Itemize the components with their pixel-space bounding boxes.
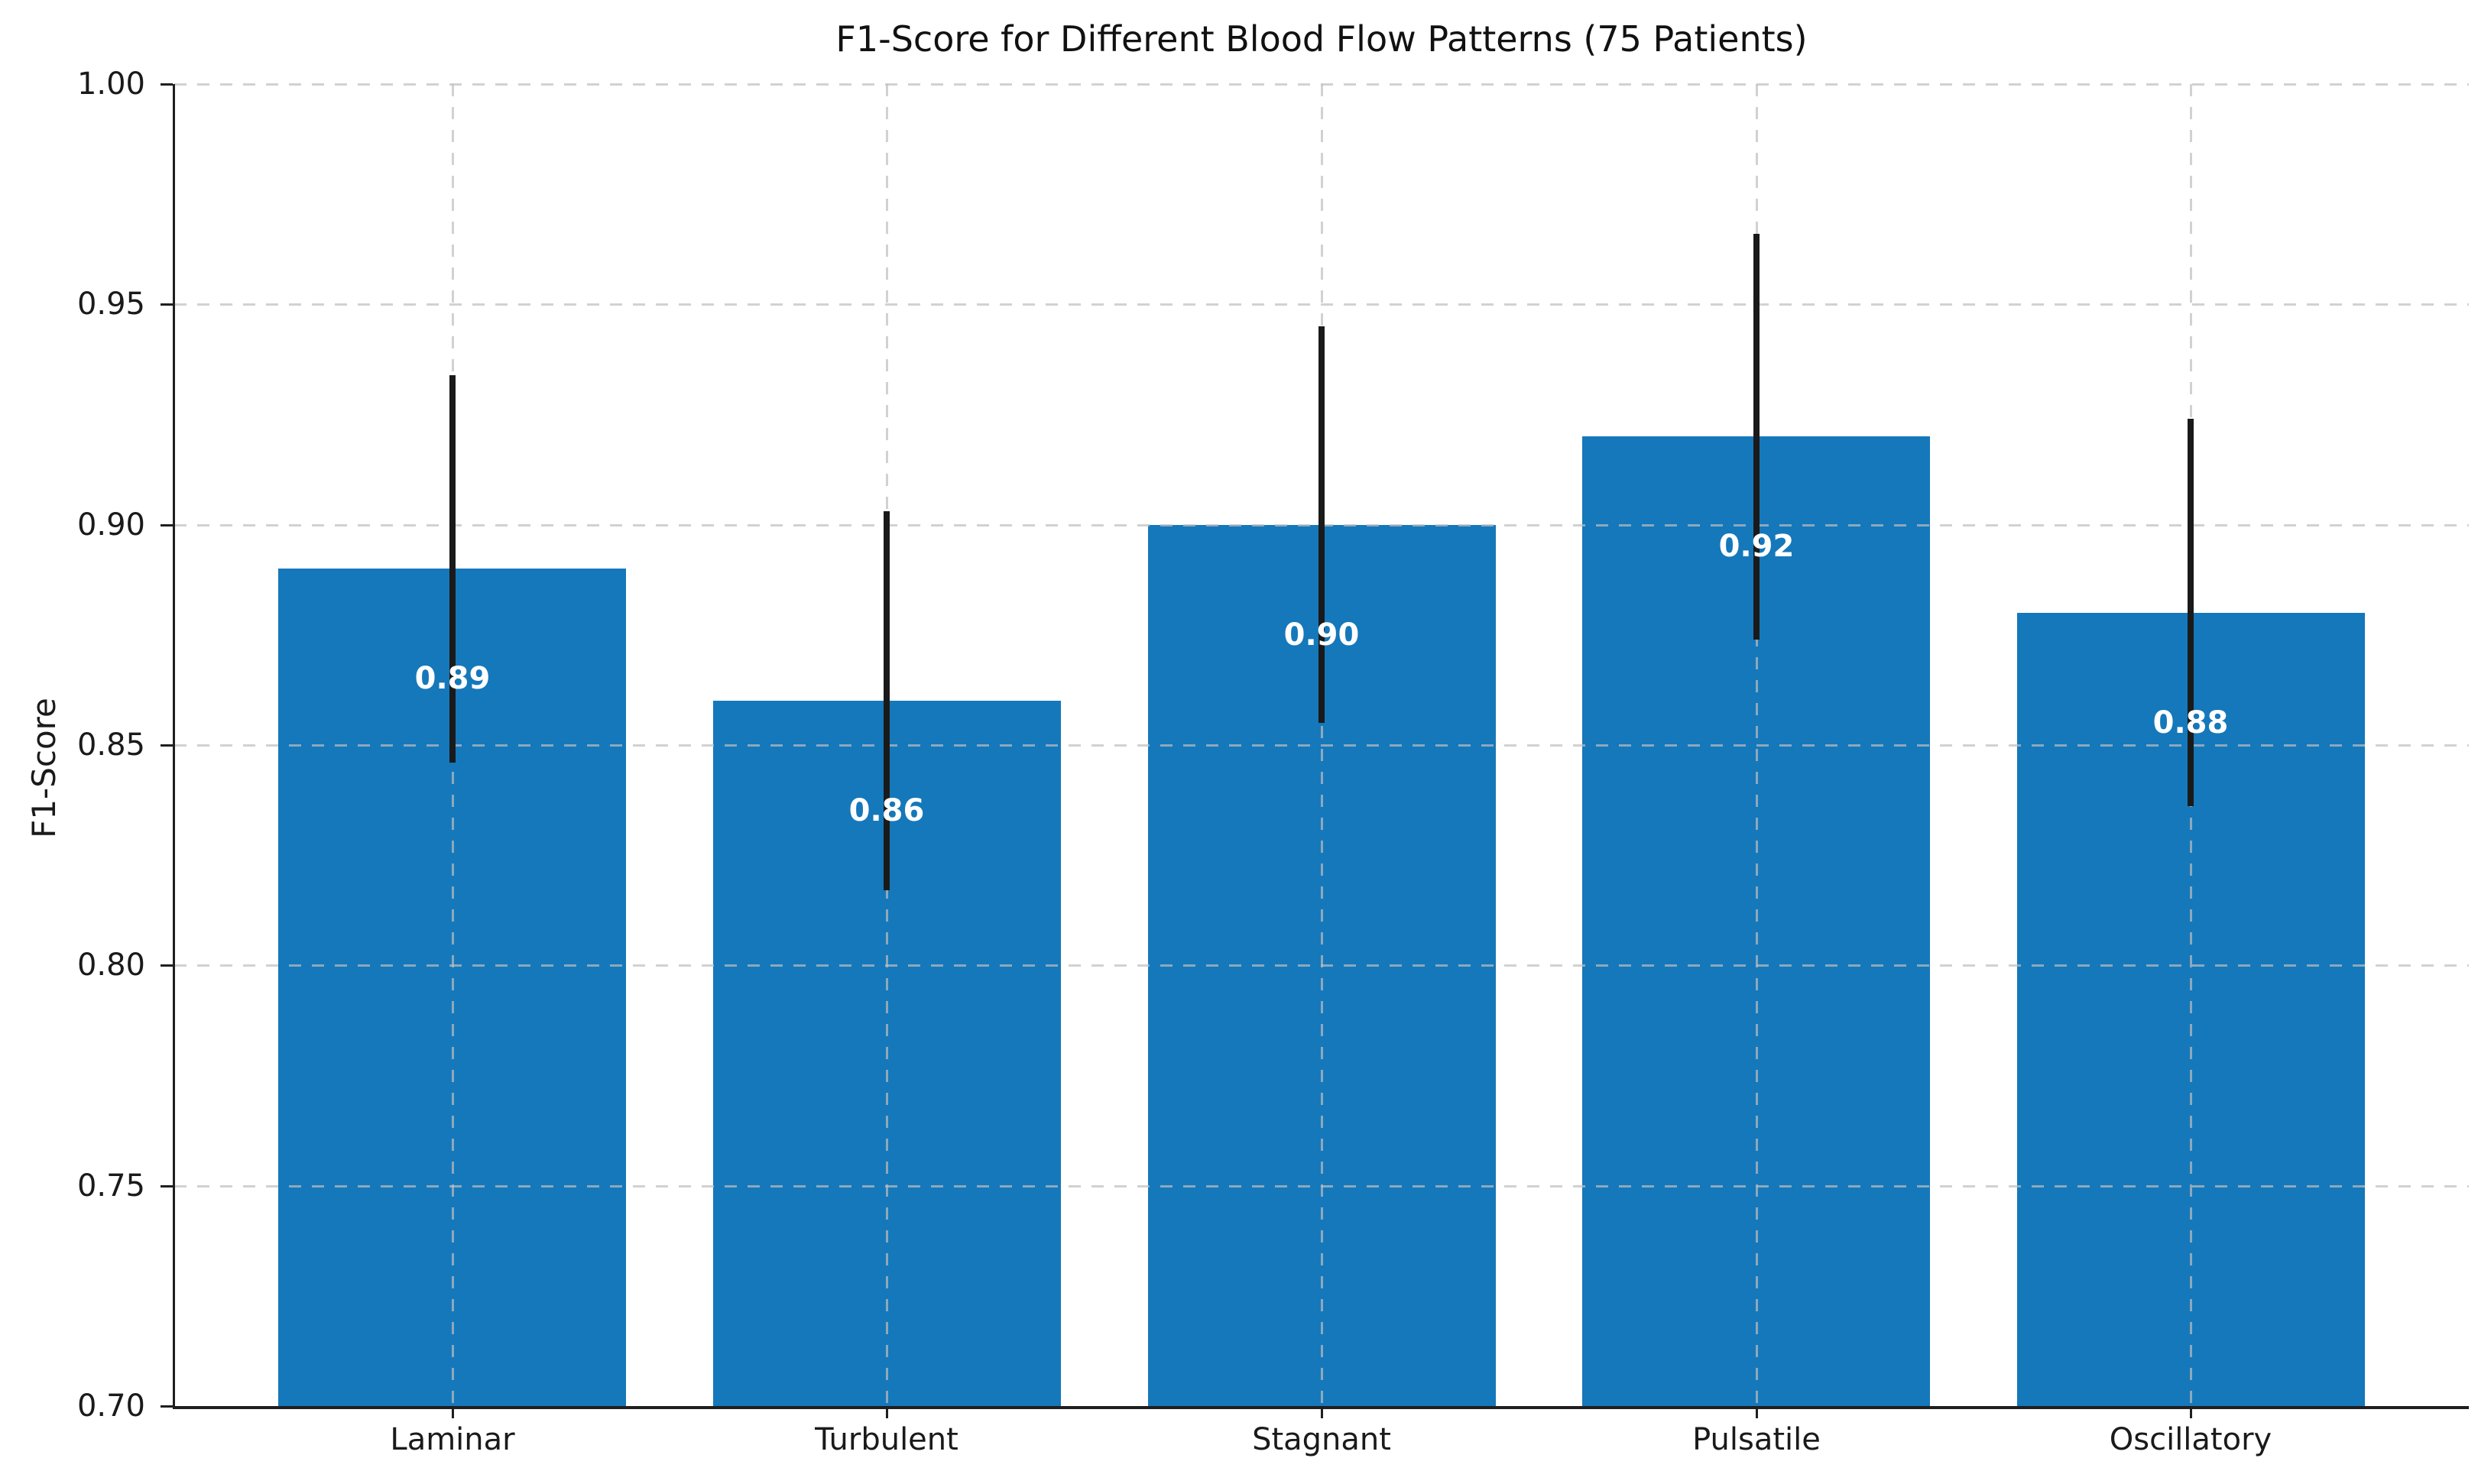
y-tick-label: 0.85 <box>76 727 145 763</box>
x-tick <box>886 1409 888 1418</box>
error-bar-turbulent <box>884 511 890 890</box>
bar-value-label: 0.88 <box>2152 705 2229 740</box>
gridline-v <box>1756 84 1758 1406</box>
x-tick <box>1321 1409 1323 1418</box>
error-bar-pulsatile <box>1753 234 1760 640</box>
y-axis-label: F1-Score <box>25 698 63 838</box>
y-tick-label: 0.75 <box>76 1168 145 1204</box>
chart-title: F1-Score for Different Blood Flow Patter… <box>835 18 1808 60</box>
y-tick-label: 1.00 <box>76 66 145 102</box>
x-tick-label-laminar: Laminar <box>390 1422 515 1457</box>
y-tick <box>161 744 173 747</box>
gridline-v <box>1321 84 1323 1406</box>
bar-value-label: 0.90 <box>1283 617 1360 653</box>
x-tick-label-oscillatory: Oscillatory <box>2109 1422 2272 1457</box>
x-tick-label-pulsatile: Pulsatile <box>1692 1422 1821 1457</box>
x-tick-label-stagnant: Stagnant <box>1252 1422 1391 1457</box>
bar-value-label: 0.89 <box>414 661 491 696</box>
error-bar-stagnant <box>1318 326 1325 723</box>
y-tick-label: 0.70 <box>76 1388 145 1424</box>
y-tick <box>161 303 173 306</box>
bar-value-label: 0.86 <box>848 793 925 828</box>
x-tick <box>452 1409 454 1418</box>
y-tick <box>161 83 173 86</box>
y-tick <box>161 524 173 527</box>
y-tick-label: 0.90 <box>76 507 145 543</box>
y-tick <box>161 1185 173 1188</box>
x-tick-label-turbulent: Turbulent <box>815 1422 958 1457</box>
y-tick <box>161 964 173 967</box>
y-tick-label: 0.95 <box>76 287 145 322</box>
y-axis-spine <box>173 84 175 1409</box>
y-tick <box>161 1405 173 1408</box>
y-tick-label: 0.80 <box>76 948 145 983</box>
bar-value-label: 0.92 <box>1718 529 1795 564</box>
error-bar-oscillatory <box>2188 419 2194 806</box>
x-tick <box>2190 1409 2192 1418</box>
error-bar-laminar <box>449 375 456 763</box>
x-axis-spine <box>173 1406 2469 1409</box>
x-tick <box>1756 1409 1758 1418</box>
